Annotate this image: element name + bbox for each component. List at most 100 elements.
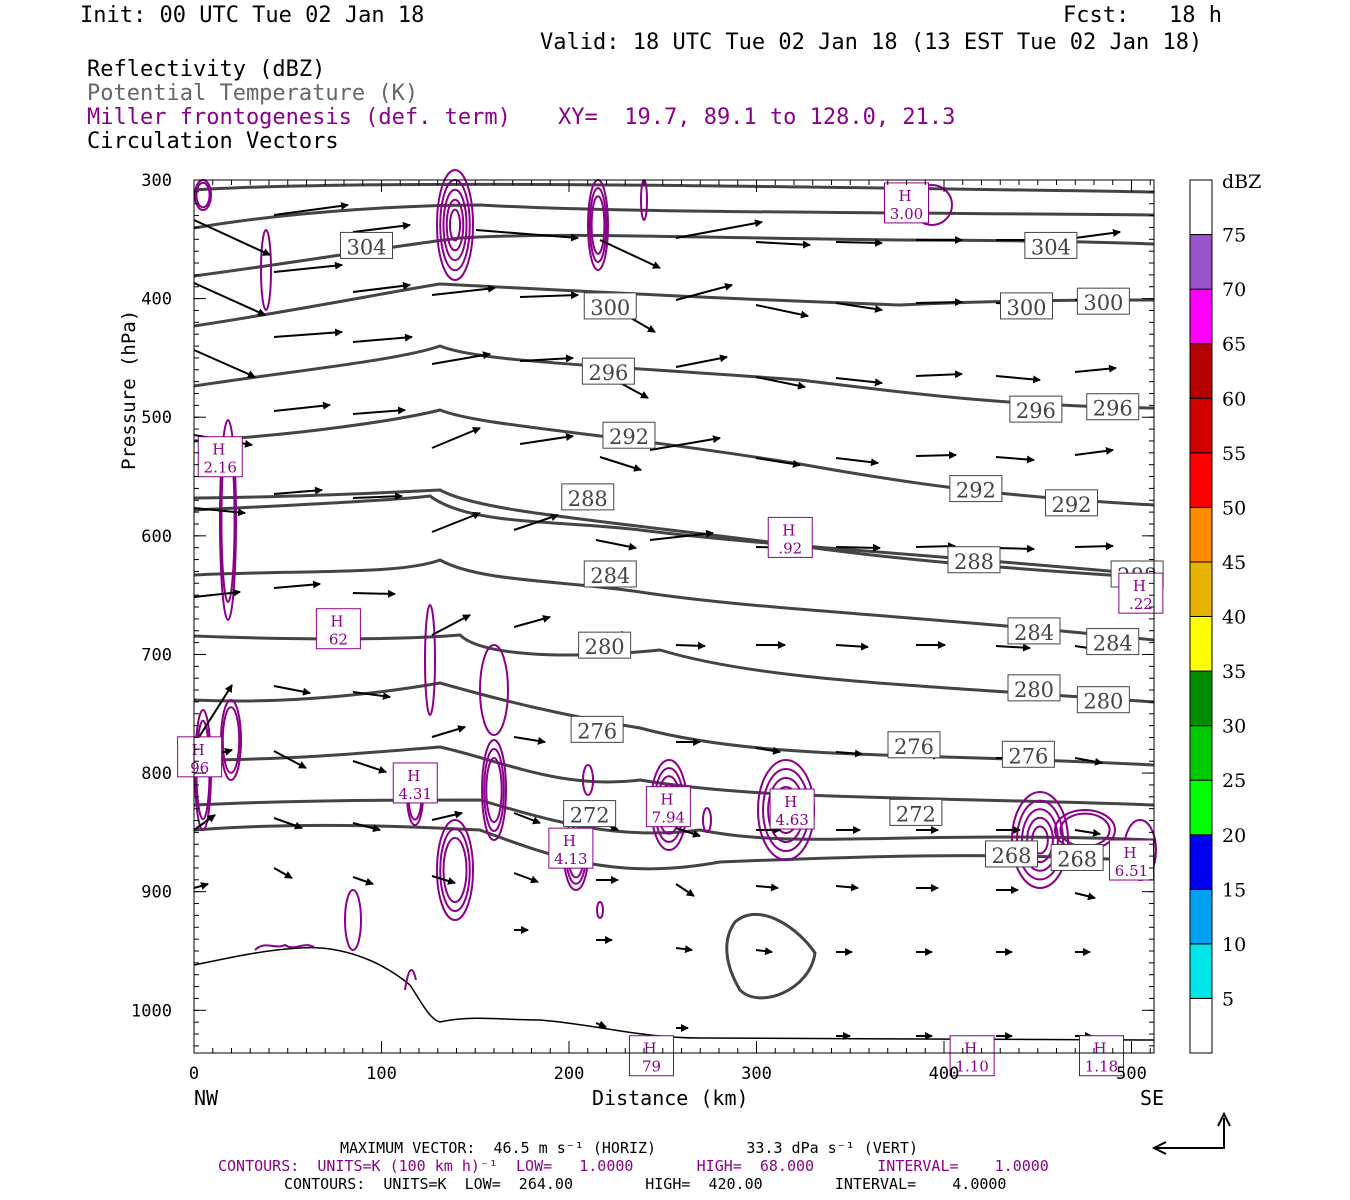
colorbar-label: 10 [1222,934,1246,956]
theta-label: 296 [588,361,628,385]
theta-label: 268 [1057,847,1097,871]
circulation-vector [193,882,209,890]
frontogenesis-max-h: H [899,187,912,205]
circulation-vector [915,451,957,460]
circulation-vector [431,511,481,533]
circulation-vector [431,284,496,296]
frontogenesis-max-box [1109,839,1154,881]
circulation-vector [519,354,574,363]
circulation-vector [513,513,559,531]
theta-label: 300 [590,296,630,320]
circulation-vector [755,947,773,956]
frontogenesis-contour [424,604,436,716]
circulation-vector [835,377,883,387]
frontogenesis-max-box [1079,1035,1124,1077]
frontogenesis-max-box [767,516,813,558]
theta-label-box [985,840,1038,868]
circulation-vector [431,810,463,821]
theta-label-box [889,798,943,826]
circulation-vector [755,240,811,249]
theta-label-box [1007,617,1061,645]
frontogenesis-contour [596,901,604,919]
frontogenesis-contour [439,178,471,272]
circulation-vector [915,542,956,551]
theta-label-box [340,231,393,259]
colorbar-label: 65 [1222,334,1246,356]
circulation-vector [835,457,879,467]
axis-ticks: 300 400 500 600 700 800 900 1000 0 100 200 300 400 50… [131,171,1154,1084]
frontogenesis-max-h: H [1124,844,1137,862]
colorbar-label: 35 [1222,661,1246,683]
circulation-vector [595,539,637,551]
theta-label-box [887,731,941,759]
field-frontogenesis: Miller frontogenesis (def. term) [87,105,511,130]
frontogenesis-contour [221,706,241,774]
colorbar-label: 5 [1222,988,1234,1010]
circulation-vector [1074,364,1117,373]
frontogenesis-max-box [197,436,243,478]
field-vectors: Circulation Vectors [87,129,339,154]
reference-vector-head [1217,1111,1231,1127]
colorbar: 5 10 15 20 25 30 35 40 45 50 55 60 65 70 75 dBZ [1189,171,1261,1054]
maximum-vector: MAXIMUM VECTOR: 46.5 m s⁻¹ (HORIZ) 33.3 … [340,1139,918,1157]
circulation-vector [599,239,661,269]
circulation-vector [755,457,801,468]
circulation-vector [995,375,1041,384]
circulation-vector [193,349,256,378]
circulation-vector [431,427,481,449]
circulation-vector [513,736,546,745]
circulation-vector [513,872,539,884]
theta-line [193,823,1155,871]
frontogenesis-max-h: H [644,1040,657,1058]
theta-label-box [1000,292,1053,320]
frontogenesis-contour [1016,799,1064,881]
y-tick-label: 300 [141,171,172,191]
theta-label: 280 [585,635,625,659]
colorbar-segment [1189,234,1213,290]
frontogenesis-contour [582,764,594,796]
frontogenesis-max-h: H [964,1040,977,1058]
circulation-vector [352,492,403,501]
frontogenesis-contour [588,187,608,263]
circulation-vector [835,302,883,313]
frontogenesis-max-value: 62 [329,631,348,649]
frontogenesis-contour [220,699,242,781]
colorbar-label: 40 [1222,607,1246,629]
circulation-vector [755,746,781,755]
init-time: Init: 00 UTC Tue 02 Jan 18 [80,3,425,28]
frontogenesis-contour [1026,816,1054,864]
x-axis-label: Distance (km) [592,1086,749,1110]
frontogenesis-max-box [548,827,594,869]
theta-label-box [1076,287,1130,315]
frontogenesis-contour [404,968,417,991]
colorbar-label: 30 [1222,716,1246,738]
frontogenesis-max-box [949,1035,995,1077]
frontogenesis-max-value: .22 [1129,595,1153,613]
circulation-vector [193,588,241,598]
colorbar-label: 55 [1222,443,1246,465]
circulation-vector [675,219,763,239]
y-tick-label: 1000 [131,1001,172,1021]
frontogenesis-max-h: H [407,767,420,785]
theta-label: 296 [1093,397,1133,421]
y-tick-label: 700 [141,645,172,665]
theta-label: 296 [1016,399,1056,423]
frontogenesis-max-box [315,608,361,650]
colorbar-label: 50 [1222,497,1246,519]
circulation-vector [273,867,293,879]
theta-label-box [1024,231,1078,259]
frontogenesis-contour [448,208,462,242]
colorbar-label: 70 [1222,279,1246,301]
frontogenesis-contour [481,739,507,841]
section-xy: XY= 19.7, 89.1 to 128.0, 21.3 [558,105,956,130]
circulation-vector [193,814,216,831]
theta-label: 276 [1008,744,1048,768]
colorbar-label: 45 [1222,552,1246,574]
theta-label-box [563,800,617,828]
frontogenesis-contour [590,195,606,255]
circulation-vector [995,455,1035,464]
circulation-vector [352,333,413,343]
theta-label: 304 [346,235,386,259]
circulation-vector [273,817,303,830]
